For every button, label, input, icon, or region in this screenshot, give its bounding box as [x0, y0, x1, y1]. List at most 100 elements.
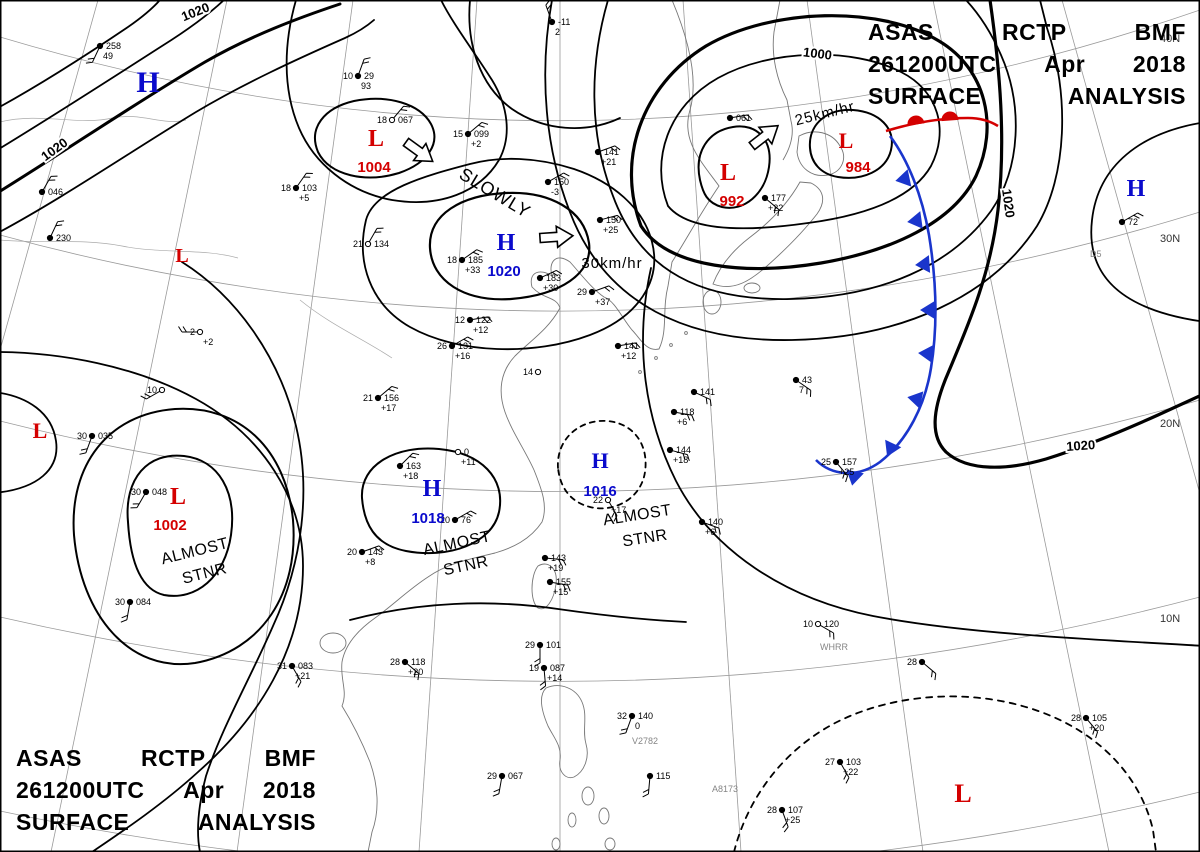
station-code: WHRR	[820, 642, 848, 652]
cold-front	[815, 135, 937, 486]
station-plot: 0+11	[454, 447, 476, 467]
station-circle	[544, 178, 552, 186]
wind-barb-icon	[130, 494, 146, 509]
station-circle	[836, 758, 844, 766]
coastline-asia	[341, 0, 720, 852]
station-value-below: +5	[299, 193, 309, 203]
station-plot: 144+18	[666, 445, 691, 465]
parallel-line	[0, 9, 1200, 122]
isobar-high-1020	[428, 191, 591, 301]
station-value-below: +11	[461, 457, 476, 467]
station-plot: 18 067	[377, 105, 413, 125]
station-plot: 140+6	[698, 517, 723, 537]
station-value-below: +33	[465, 265, 480, 275]
station-plot: 72	[1118, 212, 1144, 227]
station-circle	[1118, 218, 1126, 226]
isobar	[1090, 122, 1200, 322]
station-value-below: 2	[555, 27, 560, 37]
station-circle	[778, 806, 786, 814]
station-plot: 115	[642, 771, 670, 798]
station-circle	[96, 42, 104, 50]
title-line-3: SURFACE ANALYSIS	[868, 83, 1186, 109]
station-value-right: 43	[802, 375, 812, 385]
wind-barb-icon	[1087, 719, 1099, 739]
wind-barb-icon	[469, 121, 489, 133]
wind-barb-icon	[672, 450, 690, 462]
low-pressure-center: L	[33, 418, 48, 443]
isobar-dashed-1016	[557, 420, 647, 510]
station-value-left: 30	[131, 487, 141, 497]
latitude-labels: 40N 30N 20N 10N	[1160, 33, 1180, 625]
station-value-below: +2	[203, 337, 213, 347]
station-circle	[666, 446, 674, 454]
wind-barb-icon	[292, 668, 302, 688]
coastline-islet	[684, 331, 688, 335]
pressure-letter: L	[839, 128, 854, 153]
wind-barb-icon	[120, 604, 131, 623]
station-value-right: 107	[788, 805, 803, 815]
pressure-value: 984	[845, 159, 871, 176]
station-value-right: 29	[364, 71, 374, 81]
station-codes: V2782 A8173 WHRR D5	[632, 249, 1102, 794]
station-value-left: 14	[523, 367, 533, 377]
wind-barb-icon	[704, 522, 721, 535]
station-circle	[698, 518, 706, 526]
station-value-right: -11	[558, 17, 570, 27]
wind-barb-icon	[297, 172, 313, 187]
station-value-below: 7	[799, 385, 804, 395]
low-pressure-center: L	[175, 245, 188, 267]
isobar	[0, 392, 58, 494]
isobar-dashed-southeast	[733, 695, 1157, 852]
station-value-below: +21	[601, 157, 616, 167]
wind-barb-icon	[463, 249, 483, 259]
station-value-left: 22	[593, 495, 603, 505]
isobar	[72, 407, 295, 666]
isobar-low-992	[697, 125, 771, 209]
station-value-below: +19	[548, 563, 563, 573]
station-value-below: +6	[705, 527, 715, 537]
station-value-left: 29	[525, 640, 535, 650]
wind-barb-icon	[539, 670, 547, 691]
movement-label: 25km/hr	[793, 98, 856, 129]
meridian-line	[806, 0, 924, 852]
station-value-left: 28	[767, 805, 777, 815]
high-pressure-center: H 1016	[583, 448, 616, 500]
river-line	[299, 299, 393, 359]
pressure-letter: L	[170, 484, 186, 510]
station-value-right: 150	[606, 215, 621, 225]
station-circle	[354, 72, 362, 80]
station-circle	[761, 194, 769, 202]
wind-barb-icon	[534, 647, 541, 667]
low-pressure-center: L 992	[719, 160, 744, 210]
station-circle	[498, 772, 506, 780]
station-value-left: 10	[803, 619, 813, 629]
station-value-left: 28	[1071, 713, 1081, 723]
station-circle	[548, 18, 556, 26]
latitude-label: 10N	[1160, 613, 1180, 625]
isobar	[642, 267, 1200, 647]
wind-barb-icon	[401, 452, 420, 465]
station-plot: 26 131+16	[437, 336, 474, 361]
station-value-right: 118	[411, 657, 425, 667]
station-plot: 177+22	[761, 193, 786, 217]
station-value-right: 141	[700, 387, 715, 397]
coastline-islet	[669, 343, 673, 347]
station-value-below: +14	[547, 673, 562, 683]
movement-arrow-southeast	[402, 137, 434, 163]
station-circle	[541, 554, 549, 562]
station-circle	[46, 234, 54, 242]
station-value-left: 20	[440, 515, 450, 525]
coastline-island	[581, 786, 595, 806]
station-value-below: -3	[551, 187, 559, 197]
station-value-right: 140	[708, 517, 723, 527]
station-circle	[588, 288, 596, 296]
station-plot: 29 101	[525, 640, 561, 667]
station-circle	[918, 658, 926, 666]
wind-barb-icon	[642, 778, 651, 798]
pressure-value: 1016	[583, 483, 616, 500]
station-value-left: 27	[825, 757, 835, 767]
station-plot: 25 157+25	[821, 457, 857, 483]
